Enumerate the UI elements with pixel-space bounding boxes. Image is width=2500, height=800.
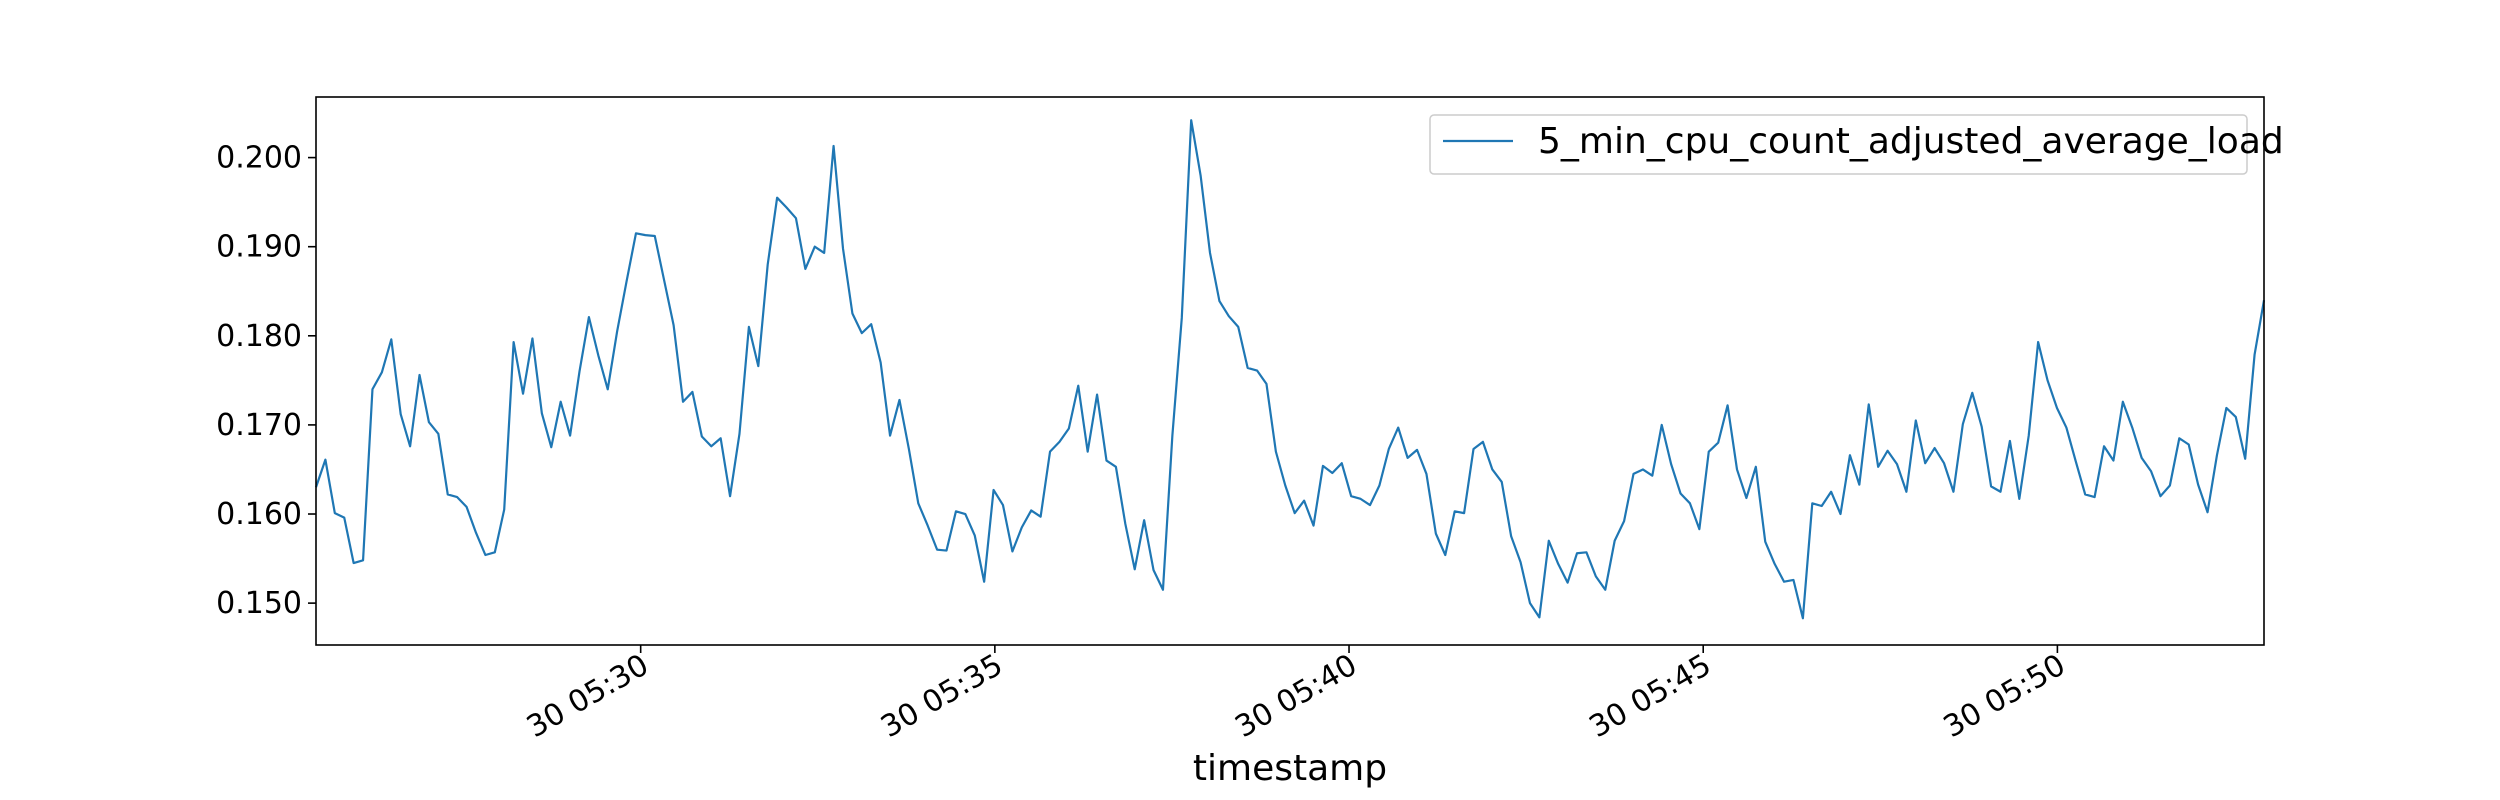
legend-box xyxy=(1429,114,2248,175)
y-tick-label: 0.160 xyxy=(216,497,302,532)
y-axis: 0.150 0.160 0.170 0.180 0.190 0.200 xyxy=(216,141,316,621)
y-tick-label: 0.190 xyxy=(216,230,302,265)
plot-frame xyxy=(315,96,2265,646)
series-line-5-min-cpu-load xyxy=(314,119,2266,620)
y-tick-label: 0.200 xyxy=(216,141,302,176)
legend: 5_min_cpu_count_adjusted_average_load xyxy=(1429,114,2284,175)
y-tick-label: 0.150 xyxy=(216,586,302,621)
y-tick-label: 0.170 xyxy=(216,408,302,443)
y-tick-label: 0.180 xyxy=(216,319,302,354)
legend-label: 5_min_cpu_count_adjusted_average_load xyxy=(1538,121,2284,162)
x-axis-title: timestamp xyxy=(1193,748,1387,789)
plot-area xyxy=(314,119,2266,620)
